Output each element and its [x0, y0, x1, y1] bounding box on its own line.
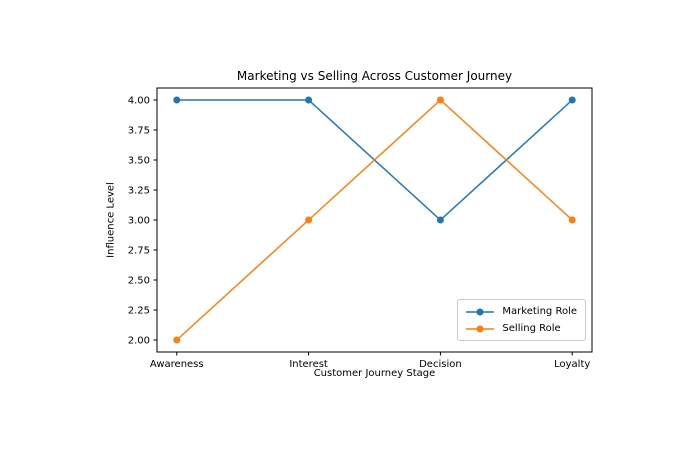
legend-dot	[476, 308, 484, 315]
y-tick-label: 3.75	[128, 126, 150, 137]
y-tick-label: 4.00	[128, 96, 150, 107]
y-tick-label: 2.75	[128, 246, 150, 257]
y-tick-label: 3.50	[128, 156, 150, 167]
data-point-marketing-role	[436, 216, 444, 224]
legend-dot	[476, 325, 484, 332]
y-tick-label: 2.25	[128, 306, 150, 317]
chart-title: Marketing vs Selling Across Customer Jou…	[236, 69, 513, 83]
x-tick-label: Loyalty	[554, 359, 590, 370]
legend-label: Selling Role	[502, 322, 561, 334]
legend-line-marker-icon	[466, 325, 495, 332]
x-tick-label: Decision	[419, 359, 462, 370]
y-tick-label: 3.00	[128, 216, 150, 227]
x-axis-label: Customer Journey Stage	[313, 368, 436, 379]
data-point-selling-role	[305, 216, 313, 224]
legend-item-selling-role: Selling Role	[465, 320, 577, 337]
x-tick-label: Awareness	[150, 359, 204, 370]
data-point-selling-role	[568, 216, 576, 224]
data-point-selling-role	[436, 96, 444, 104]
data-point-marketing-role	[173, 96, 181, 104]
y-tick-label: 2.50	[128, 276, 150, 287]
data-point-selling-role	[173, 336, 181, 344]
legend-label: Marketing Role	[502, 305, 577, 317]
y-tick-label: 3.25	[128, 186, 150, 197]
legend: Marketing Role Selling Role	[457, 299, 586, 341]
legend-line-marker-icon	[466, 308, 495, 315]
data-point-marketing-role	[568, 96, 576, 104]
data-point-marketing-role	[305, 96, 313, 104]
legend-item-marketing-role: Marketing Role	[465, 303, 577, 320]
y-tick-label: 2.00	[128, 336, 150, 347]
x-tick-label: Interest	[289, 359, 328, 370]
series-line-selling-role	[176, 98, 573, 341]
